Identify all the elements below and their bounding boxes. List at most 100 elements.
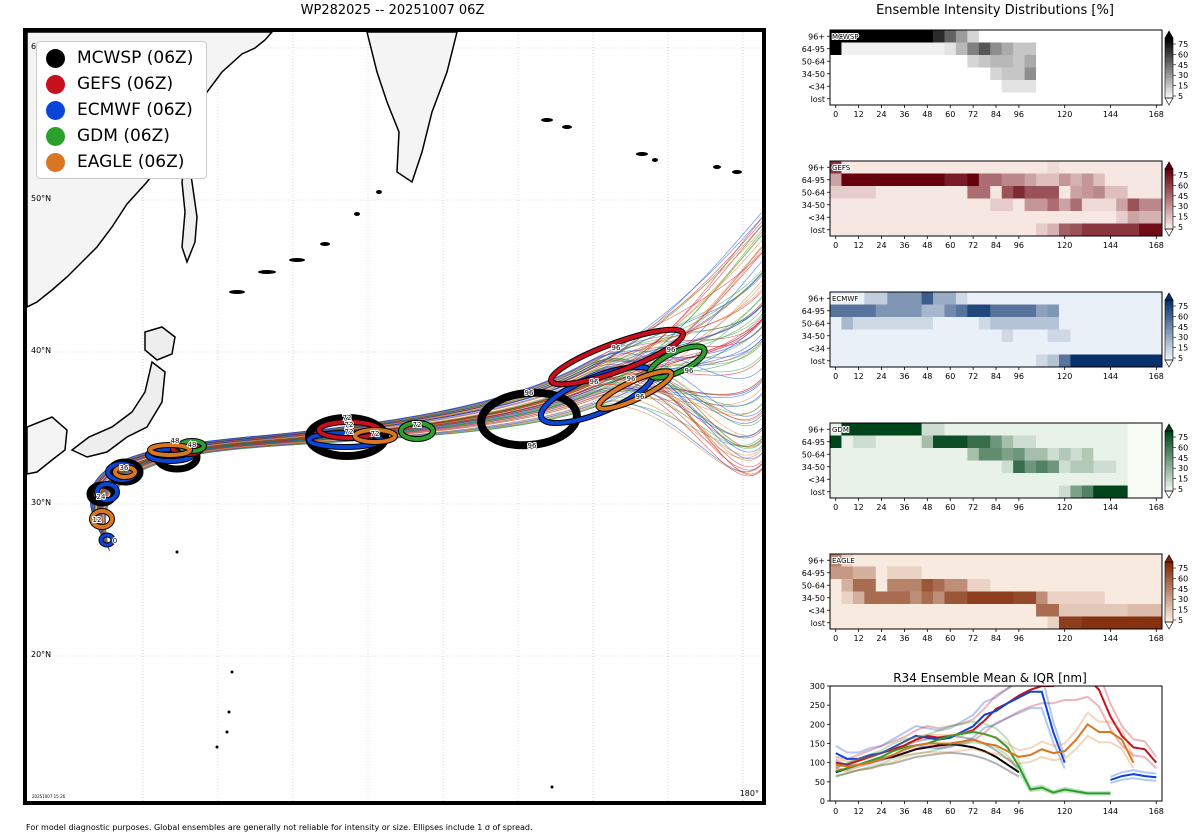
heatmap-cell: [1024, 198, 1037, 212]
x-tick-label: 24: [876, 110, 886, 119]
heatmap-cell: [1127, 566, 1140, 580]
heatmap-cell: [1150, 55, 1163, 68]
x-tick-label: 0: [833, 110, 838, 119]
colorbar-segment: [1165, 53, 1173, 56]
colorbar-extend-bottom: [1164, 490, 1174, 499]
heatmap-cell: [887, 342, 900, 355]
heatmap-cell: [921, 342, 934, 355]
heatmap-cell: [921, 354, 934, 368]
y-tick-label: 250: [810, 701, 825, 710]
heatmap-cell: [944, 80, 957, 93]
heatmap-cell: [955, 67, 968, 81]
forecast-ellipse: [90, 509, 114, 529]
heatmap-cell: [1047, 473, 1060, 486]
heatmap-cell: [1047, 604, 1060, 617]
y-tick-label: 64-95: [802, 569, 825, 578]
heatmap-cell: [967, 211, 980, 224]
heatmap-cell: [1013, 186, 1026, 199]
heatmap-title: EAGLE: [832, 557, 855, 565]
heatmap-cell: [1024, 211, 1037, 224]
heatmap-cell: [1001, 30, 1014, 43]
heatmap-cell: [1093, 342, 1106, 355]
heatmap-cell: [955, 304, 968, 318]
heatmap-cell: [841, 579, 854, 592]
heatmap-cell: [1047, 80, 1060, 93]
heatmap-cell: [910, 198, 922, 212]
colorbar-segment: [1165, 302, 1173, 306]
heatmap-cell: [875, 616, 888, 630]
heatmap-cell: [955, 616, 968, 630]
heatmap-cell: [841, 161, 854, 174]
heatmap-cell: [944, 473, 957, 486]
heatmap-cell: [852, 554, 865, 567]
colorbar-segment: [1165, 458, 1173, 462]
forecast-ellipses: [86, 326, 708, 548]
land-kuril-islands: [229, 190, 382, 294]
colorbar-segment: [1165, 582, 1173, 585]
heatmap-cell: [921, 317, 934, 330]
heatmap-cell: [1104, 198, 1117, 212]
heatmap-cell: [1093, 485, 1106, 499]
x-tick-label: 120: [1057, 372, 1072, 381]
heatmap-cell: [1139, 198, 1151, 212]
heatmap-cell: [1093, 198, 1106, 212]
heatmap-cell: [1013, 304, 1026, 318]
heatmap-cell: [1150, 616, 1163, 630]
heatmap-cell: [887, 423, 900, 436]
heatmap-cell: [887, 317, 900, 330]
forecast-ellipse: [549, 327, 685, 387]
colorbar-tick-label: 75: [1178, 40, 1188, 49]
colorbar-segment: [1165, 315, 1173, 318]
heatmap-cell: [1081, 566, 1094, 580]
heatmap-cell: [1047, 211, 1060, 224]
heatmap-cell: [1150, 186, 1163, 199]
heatmap-gefs: GEFS 96+ 64-95 50-64 34-50 <34 lost 0 12 24 36 48 60…: [802, 160, 1188, 250]
heatmap-cell: [910, 317, 922, 330]
heatmap-cell: [864, 198, 877, 212]
heatmap-cell: [1036, 354, 1048, 368]
heatmap-cell: [910, 554, 922, 567]
heatmap-cell: [910, 604, 922, 617]
heatmap-cell: [955, 80, 968, 93]
heatmap-cell: [910, 460, 922, 474]
heatmap-cell: [1150, 92, 1163, 106]
heatmap-cell: [921, 30, 934, 43]
heatmap-cell: [1070, 485, 1083, 499]
x-tick-label: 48: [922, 503, 932, 512]
heatmap-cell: [910, 67, 922, 81]
heatmap-cell: [1058, 223, 1071, 237]
heatmap-cell: [887, 67, 900, 81]
heatmap-cell: [875, 186, 888, 199]
heatmap-cell: [1127, 42, 1140, 56]
heatmap-cell: [967, 616, 980, 630]
heatmap-cell: [910, 473, 922, 486]
colorbar-frame: [1164, 168, 1174, 230]
heatmap-cell: [921, 198, 934, 212]
forecast-hour-label: 72: [345, 421, 354, 429]
heatmap-cell: [1093, 173, 1106, 187]
colorbar-segment: [1165, 463, 1173, 467]
heatmap-cell: [978, 554, 991, 567]
heatmap-cell: [1127, 554, 1140, 567]
heatmap-cell: [1150, 591, 1163, 605]
colorbar-segment: [1165, 438, 1173, 442]
heatmap-cell: [841, 460, 854, 474]
heatmap-cell: [910, 173, 922, 187]
heatmap-cell: [944, 566, 957, 580]
heatmap-cell: [864, 223, 877, 237]
y-tick-label: lost: [811, 357, 825, 366]
colorbar-segment: [1165, 473, 1173, 477]
heatmap-cell: [978, 186, 991, 199]
legend-marker: [46, 48, 65, 68]
colorbar-segment: [1165, 330, 1173, 333]
heatmap-cell: [1081, 579, 1094, 592]
colorbar-segment: [1165, 68, 1173, 71]
heatmap-cell: [933, 579, 945, 592]
heatmap-cell: [944, 354, 957, 368]
heatmap-cell: [1116, 198, 1129, 212]
heatmap-cell: [933, 317, 945, 330]
heatmap-cell: [1047, 173, 1060, 187]
heatmap-cell: [967, 80, 980, 93]
heatmap-cell: [1093, 616, 1106, 630]
heatmap-cell: [944, 591, 957, 605]
